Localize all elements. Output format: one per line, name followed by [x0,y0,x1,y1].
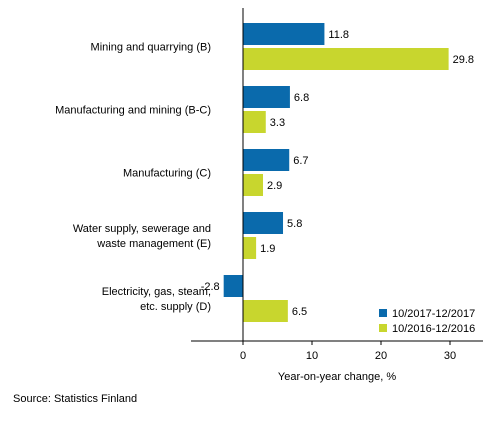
bars-layer [223,23,449,322]
value-label: 6.5 [292,306,307,318]
value-label: 2.9 [267,180,282,192]
value-label: 5.8 [287,218,302,230]
bar-2-4 [243,237,257,259]
value-label: -2.8 [201,281,220,293]
category-label: waste management (E) [96,238,211,250]
category-label: Manufacturing (C) [123,168,211,180]
bar-1-5 [223,275,243,297]
bar-1-1 [243,23,325,45]
value-labels-layer: 11.8 29.8 6.8 3.3 6.7 2.9 5.8 1.9 -2.8 6.5 [201,29,474,318]
category-label: Manufacturing and mining (B-C) [55,105,211,117]
x-tick-label: 30 [444,350,456,362]
value-label: 6.7 [293,155,308,167]
legend-swatch-2 [379,324,387,332]
x-tick-label: 20 [375,350,387,362]
x-ticks-layer: 0 10 20 30 [240,341,456,362]
legend-label-1: 10/2017-12/2017 [392,308,475,320]
bar-2-3 [243,174,264,196]
value-label: 11.8 [328,29,349,41]
category-label: Mining and quarrying (B) [91,42,211,54]
category-label: Water supply, sewerage and [73,223,211,235]
value-label: 6.8 [294,92,309,104]
bar-2-1 [243,48,449,70]
value-label: 1.9 [260,243,275,255]
category-label: Electricity, gas, steam, [102,286,211,298]
source-note: Source: Statistics Finland [13,393,137,405]
bar-1-2 [243,86,290,108]
bar-1-4 [243,212,284,234]
x-tick-label: 10 [306,350,318,362]
legend-label-2: 10/2016-12/2016 [392,323,475,335]
x-axis-title: Year-on-year change, % [278,371,396,383]
value-label: 29.8 [453,54,474,66]
x-axis [191,8,483,342]
x-tick-label: 0 [240,350,246,362]
bar-1-3 [243,149,290,171]
category-label: etc. supply (D) [140,301,211,313]
value-label: 3.3 [270,117,285,129]
legend: 10/2017-12/2017 10/2016-12/2016 [379,308,475,335]
bar-2-5 [243,300,288,322]
legend-swatch-1 [379,309,387,317]
category-labels-layer: Mining and quarrying (B) Manufacturing an… [55,42,211,314]
bar-2-2 [243,111,266,133]
